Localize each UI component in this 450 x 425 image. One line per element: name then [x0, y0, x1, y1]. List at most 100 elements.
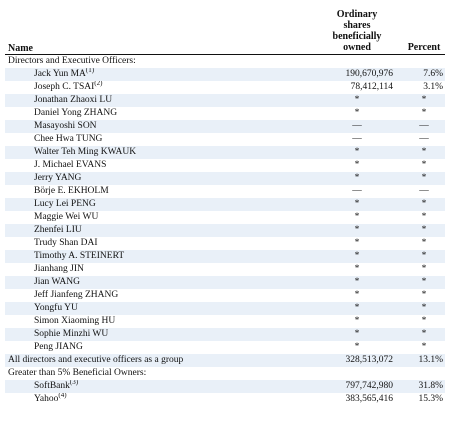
row-name: Jeff Jianfeng ZHANG — [5, 288, 311, 302]
row-name: Joseph C. TSAI(2) — [5, 80, 311, 94]
percent-cell: * — [403, 210, 445, 224]
shares-cell: * — [319, 210, 395, 224]
footnote-marker: (2) — [94, 80, 103, 87]
shares-column-header: Ordinary shares beneficially owned — [319, 0, 395, 55]
percent-cell: * — [403, 236, 445, 250]
table-row: Jian WANG * * — [5, 275, 445, 289]
percent-cell: * — [403, 145, 445, 159]
table-row: Lucy Lei PENG * * — [5, 197, 445, 211]
table-row: Börje E. EKHOLM — — — [5, 184, 445, 198]
table-row: Peng JIANG * * — [5, 340, 445, 354]
percent-cell: — — [403, 184, 445, 198]
table-row: Timothy A. STEINERT * * — [5, 249, 445, 263]
table-row: Yahoo(4) 383,565,416 15.3% — [5, 392, 445, 406]
percent-cell: * — [403, 223, 445, 237]
shares-cell: * — [319, 262, 395, 276]
shares-cell: — — [319, 184, 395, 198]
shares-cell: * — [319, 301, 395, 315]
footnote-marker: (1) — [85, 67, 95, 74]
footnote-marker: (3) — [69, 379, 79, 386]
section-label: Greater than 5% Beneficial Owners: — [5, 366, 311, 380]
shares-cell: * — [319, 249, 395, 263]
table-row: J. Michael EVANS * * — [5, 158, 445, 172]
table-row: Maggie Wei WU * * — [5, 210, 445, 224]
row-name: Yahoo(4) — [5, 392, 311, 406]
percent-cell: 7.6% — [403, 67, 445, 81]
shares-cell: * — [319, 171, 395, 185]
shares-cell: * — [319, 340, 395, 354]
row-name: Jerry YANG — [5, 171, 311, 185]
table-row: Daniel Yong ZHANG * * — [5, 106, 445, 120]
group-total-percent: 13.1% — [403, 353, 445, 367]
shares-cell: * — [319, 145, 395, 159]
percent-cell: * — [403, 262, 445, 276]
row-name: Walter Teh Ming KWAUK — [5, 145, 311, 159]
row-name: Timothy A. STEINERT — [5, 249, 311, 263]
name-column-header: Name — [8, 42, 33, 54]
shares-cell: * — [319, 288, 395, 302]
percent-cell: * — [403, 106, 445, 120]
percent-cell: 15.3% — [403, 392, 445, 406]
percent-cell: * — [403, 171, 445, 185]
shares-cell: * — [319, 314, 395, 328]
table-body: Directors and Executive Officers: Jack Y… — [5, 53, 445, 406]
shares-cell: * — [319, 223, 395, 237]
row-name: Jianhang JIN — [5, 262, 311, 276]
table-row: Jianhang JIN * * — [5, 262, 445, 276]
table-row: Simon Xiaoming HU * * — [5, 314, 445, 328]
percent-cell: * — [403, 288, 445, 302]
table-row: Masayoshi SON — — — [5, 119, 445, 133]
percent-cell: — — [403, 119, 445, 133]
table-row: Sophie Minzhi WU * * — [5, 327, 445, 341]
table-row: Walter Teh Ming KWAUK * * — [5, 145, 445, 159]
shares-cell: * — [319, 236, 395, 250]
shares-cell: * — [319, 158, 395, 172]
shares-cell: * — [319, 106, 395, 120]
percent-cell: * — [403, 197, 445, 211]
row-name: Maggie Wei WU — [5, 210, 311, 224]
row-name: SoftBank(3) — [5, 379, 311, 393]
table-row: SoftBank(3) 797,742,980 31.8% — [5, 379, 445, 393]
row-name: Yongfu YU — [5, 301, 311, 315]
percent-cell: * — [403, 301, 445, 315]
table-row: Yongfu YU * * — [5, 301, 445, 315]
row-name: J. Michael EVANS — [5, 158, 311, 172]
table-header-row: Name Ordinary shares beneficially owned … — [5, 0, 445, 55]
row-name: Lucy Lei PENG — [5, 197, 311, 211]
shares-cell: 797,742,980 — [319, 379, 395, 393]
percent-cell: * — [403, 275, 445, 289]
shares-cell: 78,412,114 — [319, 80, 395, 94]
row-name: Jonathan Zhaoxi LU — [5, 93, 311, 107]
percent-cell: * — [403, 327, 445, 341]
row-name: Masayoshi SON — [5, 119, 311, 133]
shares-cell: — — [319, 132, 395, 146]
percent-cell: 31.8% — [403, 379, 445, 393]
row-name: Chee Hwa TUNG — [5, 132, 311, 146]
percent-cell: * — [403, 340, 445, 354]
table-row: Jerry YANG * * — [5, 171, 445, 185]
shares-cell: * — [319, 327, 395, 341]
table-row: Jack Yun MA(1) 190,670,976 7.6% — [5, 67, 445, 81]
shares-cell: * — [319, 197, 395, 211]
table-row: Chee Hwa TUNG — — — [5, 132, 445, 146]
row-name: Jack Yun MA(1) — [5, 67, 311, 81]
table-row: Zhenfei LIU * * — [5, 223, 445, 237]
percent-column-header: Percent — [403, 0, 445, 55]
percent-cell: * — [403, 93, 445, 107]
row-name: Trudy Shan DAI — [5, 236, 311, 250]
section-row: Directors and Executive Officers: — [5, 53, 445, 68]
table-row: Trudy Shan DAI * * — [5, 236, 445, 250]
row-name: Peng JIANG — [5, 340, 311, 354]
percent-cell: — — [403, 132, 445, 146]
row-name: Jian WANG — [5, 275, 311, 289]
row-name: Börje E. EKHOLM — [5, 184, 311, 198]
shares-cell: * — [319, 275, 395, 289]
percent-cell: 3.1% — [403, 80, 445, 94]
group-total-label: All directors and executive officers as … — [5, 353, 311, 367]
footnote-marker: (4) — [58, 392, 67, 399]
percent-cell: * — [403, 158, 445, 172]
table-row: Joseph C. TSAI(2) 78,412,114 3.1% — [5, 80, 445, 94]
section-label: Directors and Executive Officers: — [5, 53, 311, 68]
section-row: Greater than 5% Beneficial Owners: — [5, 366, 445, 380]
